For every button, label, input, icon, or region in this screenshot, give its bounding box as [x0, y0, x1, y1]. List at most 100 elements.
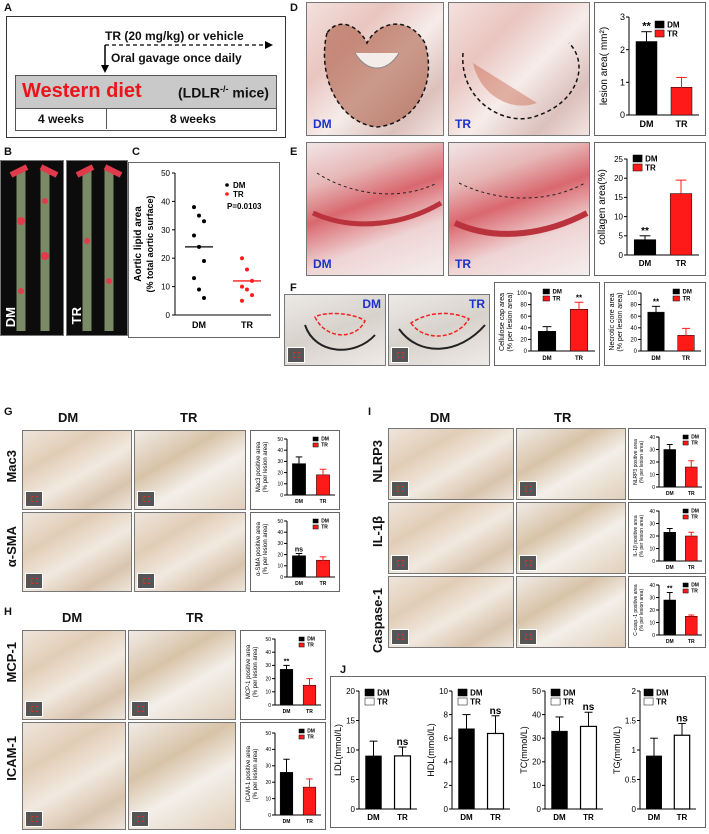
ihc-g-mac3-tr — [134, 430, 246, 510]
legend-swatch-tr — [312, 524, 319, 530]
x-tick-label: DM — [648, 813, 661, 822]
gavage-text: Oral gavage once daily — [111, 51, 242, 65]
panel-i-chart3-box: 0 10 20 30 40 C-casp.-1 positive area (% per l… — [628, 576, 706, 648]
chart-g2: 0 10 20 30 40 50 α-SMA positive area (% per les… — [256, 519, 335, 587]
y-tick-label: 10 — [614, 212, 623, 221]
ihc-i-il1b-tr — [516, 502, 626, 574]
inset-g2 — [137, 491, 155, 507]
bar-dm — [458, 728, 475, 810]
y-tick-label: 30 — [265, 663, 271, 669]
y-tick-label: 40 — [265, 747, 271, 753]
point-dm — [192, 233, 196, 238]
i-row-il1b: IL-1β — [370, 516, 385, 548]
y-tick-label: 0.5 — [625, 775, 637, 784]
significance-label: ** — [284, 658, 290, 665]
ihc-h-icam1-dm — [22, 722, 126, 830]
legend-label-tr: TR — [563, 698, 574, 707]
y-tick-label: 15 — [614, 193, 623, 202]
i-row-nlrp3: NLRP3 — [370, 440, 385, 483]
bar-tr — [316, 559, 330, 578]
lesion-outline-d-tr — [462, 42, 580, 120]
bar-tr — [677, 335, 695, 352]
legend-label-tr: TR — [553, 297, 562, 303]
legend-swatch-dm — [225, 183, 229, 187]
x-tick-label: TR — [320, 499, 327, 505]
y-axis-label: α-SMA positive area — [256, 521, 262, 575]
point-tr — [240, 298, 244, 303]
x-tick-label: DM — [295, 499, 303, 505]
legend-label-tr: TR — [321, 443, 328, 449]
diet-text: Western diet — [22, 80, 142, 102]
period-4-weeks: 4 weeks — [16, 109, 107, 129]
lesion-outline-f-tr — [398, 312, 486, 350]
panel-a-label: A — [4, 2, 12, 14]
panel-d-label: D — [290, 2, 298, 14]
lesion-outline-e-dm — [311, 172, 443, 227]
legend-swatch-dm — [298, 636, 305, 642]
y-tick-label: 2 — [620, 45, 625, 55]
ihc-i-il1b-dm — [388, 502, 514, 574]
x-tick-label: DM — [460, 813, 473, 822]
legend-label-dm: DM — [307, 637, 315, 643]
y-axis-label: Cellulose cap area — [499, 293, 506, 351]
panel-i-label: I — [368, 406, 372, 418]
legend-swatch-dm — [457, 688, 468, 697]
y-tick-label: 10 — [161, 283, 170, 292]
timeline-arrows — [101, 41, 273, 73]
bar-dm — [279, 669, 294, 706]
tag-d-tr: TR — [455, 117, 471, 131]
panel-d-chart-box: 0 1 2 3 lesion area( mm²) ** DM TR DM TR — [594, 2, 706, 136]
aorta-tr-label: TR — [69, 307, 84, 325]
period-row: 4 weeks 8 weeks — [15, 109, 277, 131]
panel-h-chart2-box: 0 10 20 30 40 50 ICAM-1 positive area (% per le… — [240, 722, 326, 830]
y-tick-label: 30 — [649, 595, 655, 601]
y-tick-label: 0 — [268, 813, 271, 819]
significance-label: ** — [641, 226, 649, 237]
legend-swatch-tr — [682, 514, 689, 520]
y-tick-label: 0 — [444, 805, 449, 814]
legend-label-dm: DM — [553, 290, 562, 296]
legend-label-tr: TR — [691, 589, 698, 595]
ihc-i-nlrp3-dm — [388, 428, 514, 500]
x-tick-label: DM — [553, 813, 566, 822]
panel-f-chart2-box: 0 20 40 60 80 100 Necrotic core area (% per les… — [604, 282, 706, 366]
bar-tr — [316, 474, 330, 496]
panel-b-label: B — [4, 146, 12, 158]
panel-g-chart2-box: 0 10 20 30 40 50 α-SMA positive area (% per les… — [250, 512, 340, 592]
y-tick-label: 0 — [280, 575, 283, 581]
ihc-h-icam1-tr — [128, 722, 236, 830]
y-tick-label: 80 — [630, 303, 637, 309]
inset-i5 — [391, 629, 409, 645]
significance-label: ns — [583, 702, 595, 713]
y-tick-label: 0 — [166, 311, 171, 320]
bar-tr — [685, 535, 698, 562]
inset-g4 — [137, 573, 155, 589]
tag-e-dm: DM — [313, 257, 332, 271]
y-tick-label: 10 — [439, 687, 448, 696]
chart-i2: 0 10 20 30 40 IL-1β positive area (% per lesio… — [633, 508, 702, 571]
legend-label-tr: TR — [307, 643, 314, 649]
legend-label-tr: TR — [377, 698, 388, 707]
y-tick-label: 20 — [649, 460, 655, 466]
y-tick-label: 40 — [277, 530, 283, 536]
ihc-i-nlrp3-tr — [516, 428, 626, 500]
y-tick-label: 20 — [161, 254, 170, 263]
significance-label: ns — [676, 713, 688, 724]
panel-c-label: C — [132, 146, 140, 158]
significance-label: ns — [295, 546, 303, 553]
y-axis-label-2: (% per lesion area) — [617, 292, 624, 351]
panel-c-box: 0 10 20 30 40 50 Aortic lipid area (% total aor… — [128, 162, 280, 338]
point-dm — [192, 276, 196, 281]
treatment-text: TR (20 mg/kg) or vehicle — [105, 29, 244, 43]
legend-swatch-tr — [298, 734, 305, 740]
legend-swatch-dm — [643, 688, 654, 697]
bar-dm — [633, 239, 657, 256]
y-tick-label: 30 — [277, 541, 283, 547]
legend-swatch-dm — [682, 508, 689, 514]
y-axis-label: TC(mmol/L) — [519, 726, 529, 774]
y-axis-label-2: (% per lesion area) — [639, 515, 645, 558]
inset-i3 — [391, 555, 409, 571]
x-tick-label: TR — [682, 356, 691, 362]
g-row-asma: α-SMA — [4, 526, 19, 568]
